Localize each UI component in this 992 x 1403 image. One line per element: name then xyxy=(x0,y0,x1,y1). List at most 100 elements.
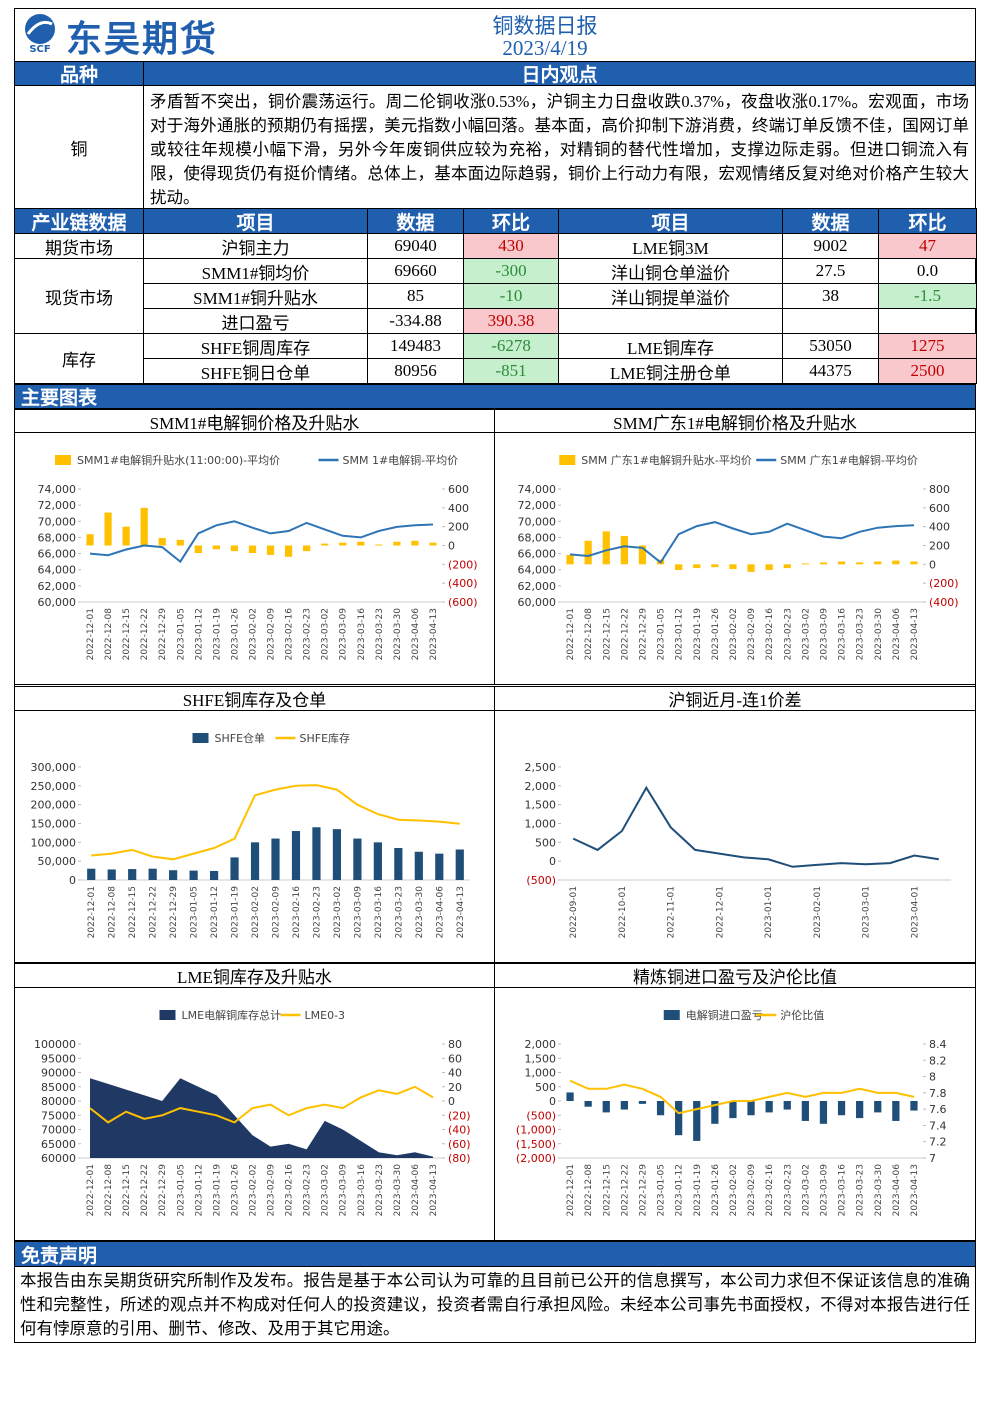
x-tick-label: 2023-04-13 xyxy=(429,608,439,660)
bar xyxy=(189,870,198,880)
tick-label: 7.6 xyxy=(929,1103,947,1116)
x-tick-label: 2023-01-05 xyxy=(190,886,200,938)
chart: 0 50,000 100,000 150,000 200,000 250,000 300,0… xyxy=(31,731,470,939)
tick-label: 400 xyxy=(448,502,469,515)
tick-label: 0 xyxy=(549,1095,556,1108)
x-tick-label: 2023-01-26 xyxy=(711,1164,721,1217)
bar xyxy=(291,831,301,880)
section-head: 免责声明 xyxy=(14,1241,976,1267)
x-tick-label: 2023-03-16 xyxy=(374,886,384,939)
tick-label: 60 xyxy=(448,1052,462,1065)
bar xyxy=(169,870,178,880)
tick-label: 200,000 xyxy=(31,799,77,812)
tick-label: 0 xyxy=(448,540,455,553)
x-tick-label: 2023-03-30 xyxy=(393,1164,403,1217)
tick-label: 200 xyxy=(929,540,950,553)
x-tick-label: 2023-01-12 xyxy=(675,608,685,660)
bar xyxy=(801,1101,809,1121)
x-tick-label: 2022-12-08 xyxy=(584,1164,594,1217)
report-date: 2023/4/19 xyxy=(502,36,588,60)
table-cell: 80956 xyxy=(367,358,464,384)
chart: 60,000 62,000 64,000 66,000 68,000 70,000 72,0… xyxy=(38,453,478,661)
view-text: 矛盾暂不突出，铜价震荡运行。周二伦铜收涨0.53%，沪铜主力日盘收跌0.37%，… xyxy=(150,92,969,207)
chart-title: SMM1#电解铜价格及升贴水 xyxy=(14,409,495,433)
x-tick-label: 2023-03-09 xyxy=(819,1164,829,1217)
x-tick-label: 2023-02-09 xyxy=(267,608,277,661)
chart-title: SHFE铜库存及仓单 xyxy=(14,686,495,711)
legend-label: LME0-3 xyxy=(305,1009,346,1022)
view-head: 品种 xyxy=(14,61,144,86)
legend-swatch xyxy=(192,733,209,743)
tick-label: (600) xyxy=(448,596,478,609)
x-tick-label: 2023-03-02 xyxy=(801,1164,811,1216)
x-tick-label: 2023-04-13 xyxy=(910,1164,920,1216)
legend-label: LME电解铜库存总计 xyxy=(182,1008,282,1022)
tick-label: 8.4 xyxy=(929,1038,947,1051)
x-tick-label: 2022-12-22 xyxy=(140,1164,150,1216)
tick-label: 250,000 xyxy=(31,780,77,793)
x-tick-label: 2022-12-29 xyxy=(169,886,179,939)
chart-title: SMM广东1#电解铜价格及升贴水 xyxy=(494,409,976,433)
bar xyxy=(711,1101,719,1124)
x-tick-label: 2023-03-09 xyxy=(353,886,363,939)
x-tick-label: 2023-02-02 xyxy=(729,608,739,660)
bar xyxy=(837,1101,846,1116)
bar xyxy=(212,545,220,550)
x-tick-label: 2023-01-05 xyxy=(657,1164,667,1216)
x-tick-label: 2023-01-19 xyxy=(212,1164,222,1217)
bar xyxy=(339,542,347,546)
bar xyxy=(87,868,96,880)
table-head: 项目 xyxy=(558,208,783,234)
table-cell: SMM1#铜均价 xyxy=(143,258,368,284)
bar xyxy=(783,564,791,569)
x-tick-label: 2022-10-01 xyxy=(618,886,628,938)
tick-label: (60) xyxy=(448,1138,471,1151)
x-tick-label: 2023-03-23 xyxy=(375,608,385,660)
bar xyxy=(375,544,383,546)
bar xyxy=(675,1101,683,1136)
bar xyxy=(312,827,321,880)
bar xyxy=(429,542,437,546)
table-cell: 0.0 xyxy=(878,258,977,284)
tick-label: 7 xyxy=(929,1152,936,1165)
x-tick-label: 2023-03-30 xyxy=(415,886,425,939)
bar xyxy=(284,545,293,557)
x-tick-label: 2022-12-29 xyxy=(638,1164,648,1217)
x-tick-label: 2023-03-16 xyxy=(357,608,367,661)
group-label: 库存 xyxy=(14,333,144,384)
legend-swatch xyxy=(159,1010,176,1020)
x-tick-label: 2023-03-09 xyxy=(819,608,829,661)
empty-cell xyxy=(782,308,879,334)
tick-label: (2,000) xyxy=(516,1152,556,1165)
table-head: 数据 xyxy=(367,208,464,234)
x-tick-label: 2022-12-29 xyxy=(638,608,648,661)
x-tick-label: 2023-03-30 xyxy=(874,608,884,661)
bar xyxy=(856,562,864,565)
table-head: 数据 xyxy=(782,208,879,234)
table-cell: 27.5 xyxy=(782,258,879,284)
bar xyxy=(176,539,184,546)
bar xyxy=(414,851,423,880)
table-cell: -1.5 xyxy=(878,283,977,309)
x-tick-label: 2022-12-29 xyxy=(158,1164,168,1217)
x-tick-label: 2023-01-19 xyxy=(693,1164,703,1217)
tick-label: (20) xyxy=(448,1109,471,1122)
x-tick-label: 2022-12-01 xyxy=(86,1164,96,1216)
line xyxy=(89,520,434,564)
chart-title: 沪铜近月-连1价差 xyxy=(494,686,976,711)
x-tick-label: 2023-02-02 xyxy=(248,608,258,660)
bar xyxy=(819,562,828,565)
legend-label: 电解铜进口盈亏 xyxy=(686,1008,763,1022)
bar xyxy=(747,1101,755,1116)
bar xyxy=(107,869,116,880)
x-tick-label: 2023-02-09 xyxy=(272,886,282,939)
tick-label: 8.2 xyxy=(929,1054,947,1067)
x-tick-label: 2023-02-09 xyxy=(747,1164,757,1217)
bar xyxy=(148,868,157,880)
table-cell: SHFE铜日仓单 xyxy=(143,358,368,384)
bar xyxy=(837,561,846,565)
table-head: 产业链数据 xyxy=(14,208,144,234)
tick-label: 50,000 xyxy=(38,855,77,868)
bar xyxy=(693,1101,701,1141)
